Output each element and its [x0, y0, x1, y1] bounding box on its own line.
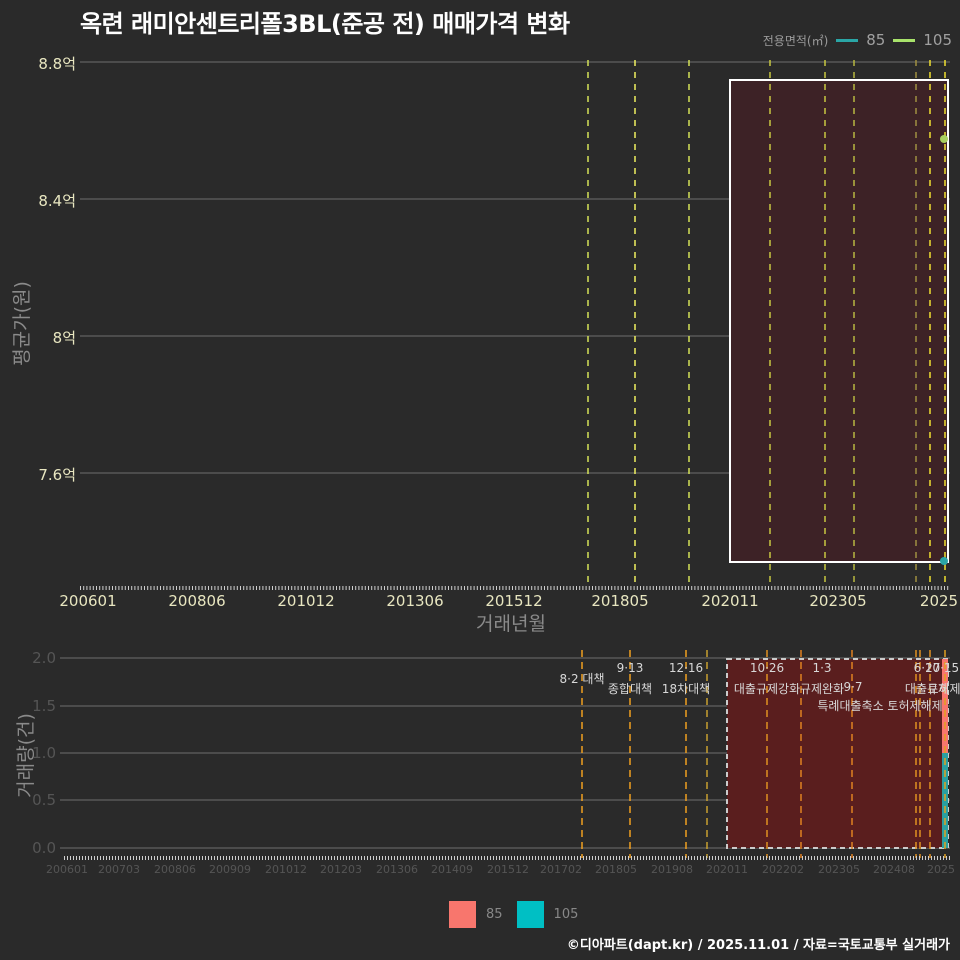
policy-annotation: 18차대책 [661, 682, 711, 696]
bottom-xtick: 201908 [651, 863, 693, 876]
policy-annotation: 1·3 [812, 661, 832, 675]
bottom-xtick: 200909 [209, 863, 251, 876]
bottom-xtick: 201512 [487, 863, 529, 876]
bottom-xtick: 200601 [46, 863, 88, 876]
legend-title: 전용면적(㎡) [762, 33, 829, 48]
bottom-ytick: 1.0 [32, 744, 56, 762]
bottom-xtick: 200806 [154, 863, 196, 876]
legend-swatch-85 [449, 901, 476, 928]
policy-annotation: 토허제 [927, 682, 960, 696]
chart-title: 옥련 래미안센트리폴3BL(준공 전) 매매가격 변화 [80, 10, 570, 38]
legend-swatch-105 [516, 901, 544, 928]
legend-swatch-85 [836, 38, 859, 42]
policy-annotation: 규제완화 [799, 682, 845, 696]
policy-annotation: 종합대책 [607, 682, 653, 696]
bottom-xtick: 202408 [873, 863, 915, 876]
top-xtick: 202011 [701, 592, 759, 610]
point-105 [940, 135, 948, 143]
top-xtick: 201012 [277, 592, 335, 610]
policy-annotation: 12·16 [668, 661, 704, 675]
legend-label-85: 85 [866, 31, 886, 49]
top-ytick: 8억 [52, 329, 76, 347]
bottom-ytick: 2.0 [32, 649, 56, 667]
bottom-ytick: 0.5 [32, 791, 56, 809]
policy-annotation: 대출규제 [904, 682, 950, 696]
bottom-xtick: 200703 [98, 863, 140, 876]
bottom-ytick: 1.5 [32, 697, 56, 715]
top-xtick: 2025 [919, 592, 959, 610]
top-ytick: 8.8억 [38, 55, 76, 73]
top-y-axis-title: 평균가(원) [10, 281, 33, 366]
top-ytick: 7.6억 [38, 466, 76, 484]
top-policy-lines [587, 60, 946, 586]
legend-label-105: 105 [553, 907, 579, 922]
bottom-xtick: 201012 [265, 863, 307, 876]
legend-bottom: 85 105 [449, 901, 578, 928]
bottom-xtick: 201702 [540, 863, 582, 876]
legend-label-85: 85 [486, 907, 503, 922]
bottom-xtick: 201409 [431, 863, 473, 876]
bottom-ytick: 0.0 [32, 839, 56, 857]
policy-annotation: 특례대출축소 토허제해제 [817, 699, 943, 713]
bottom-highlight-rect [726, 658, 949, 849]
top-xtick: 201306 [386, 592, 444, 610]
point-85 [940, 557, 948, 565]
bottom-xtick: 2025 [927, 863, 955, 876]
policy-annotation: 9·7 [843, 680, 863, 694]
bottom-xtick: 201306 [376, 863, 418, 876]
policy-annotation: 대출규제강화 [733, 682, 801, 696]
policy-annotation: 8·2 대책 [559, 672, 605, 686]
legend-swatch-105 [893, 38, 916, 42]
bottom-xtick: 202011 [706, 863, 748, 876]
bottom-xtick: 201805 [595, 863, 637, 876]
policy-annotation: 6·27 [913, 661, 941, 675]
credit-text: ©디아파트(dapt.kr) / 2025.11.01 / 자료=국토교통부 실… [566, 938, 950, 953]
legend-top: 전용면적(㎡) 85 105 [763, 31, 952, 49]
policy-annotation: 9·13 [616, 661, 644, 675]
policy-annotation: 10·26 [749, 661, 785, 675]
top-xtick: 202305 [809, 592, 867, 610]
top-xtick: 201805 [591, 592, 649, 610]
bottom-xtick: 201203 [320, 863, 362, 876]
bar-85 [942, 659, 948, 753]
bottom-y-axis-title: 거래량(건) [14, 713, 37, 798]
bottom-policy-lines [581, 650, 946, 858]
top-xtick: 200601 [59, 592, 117, 610]
policy-annotation: 10·15 [924, 661, 960, 675]
top-xtick: 201512 [485, 592, 543, 610]
bottom-xtick: 202305 [818, 863, 860, 876]
bottom-xtick: 202202 [762, 863, 804, 876]
top-ytick: 8.4억 [38, 192, 76, 210]
top-x-axis-title: 거래년월 [476, 613, 546, 635]
top-xtick: 200806 [168, 592, 226, 610]
top-highlight-rect [729, 79, 949, 563]
legend-label-105: 105 [923, 31, 952, 49]
